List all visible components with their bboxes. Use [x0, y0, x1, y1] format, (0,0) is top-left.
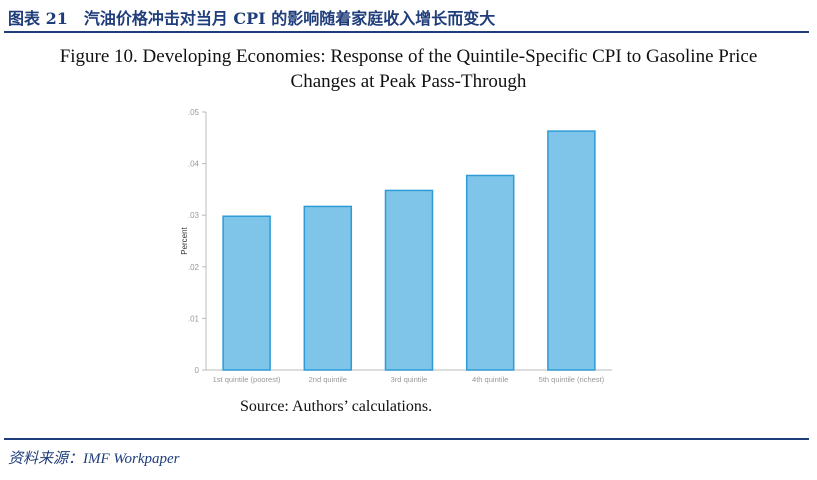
y-axis-label: Percent [180, 226, 189, 254]
y-tick-label: .02 [188, 263, 200, 272]
figure-title-line-1: Figure 10. Developing Economies: Respons… [59, 46, 758, 67]
chart-bars [222, 130, 596, 371]
bar-5 [547, 130, 596, 371]
figure-title: Figure 10. Developing Economies: Respons… [0, 44, 817, 94]
figure-title-line-2: Changes at Peak Pass-Through [290, 71, 527, 92]
source-credit: 资料来源：IMF Workpaper [8, 451, 180, 467]
y-tick-label: .05 [188, 108, 200, 117]
report-caption: 图表 21 汽油价格冲击对当月 CPI 的影响随着家庭收入增长而变大 [8, 9, 496, 28]
bar-1 [222, 215, 271, 371]
y-tick-label: 0 [195, 366, 200, 375]
chart-x-tick-labels: 1st quintile (poorest) 2nd quintile 3rd qu… [213, 375, 605, 384]
x-tick-label: 2nd quintile [309, 375, 347, 384]
x-tick-label: 1st quintile (poorest) [213, 375, 281, 384]
bar-3 [384, 189, 434, 371]
x-tick-label: 4th quintile [472, 375, 508, 384]
footer-rule [4, 438, 809, 440]
bar-4 [465, 174, 515, 371]
x-tick-label: 3rd quintile [391, 375, 428, 384]
figure-source: Source: Authors’ calculations. [240, 398, 433, 415]
x-tick-label: 5th quintile (richest) [539, 375, 605, 384]
y-tick-label: .03 [188, 211, 200, 220]
y-tick-label: .01 [188, 314, 200, 323]
header-rule [4, 31, 809, 33]
y-tick-label: .04 [188, 160, 200, 169]
bar-2 [303, 205, 353, 371]
chart-y-tick-labels: 0 .01 .02 .03 .04 .05 [188, 108, 200, 375]
report-header: 图表 21 汽油价格冲击对当月 CPI 的影响随着家庭收入增长而变大 [0, 0, 817, 33]
